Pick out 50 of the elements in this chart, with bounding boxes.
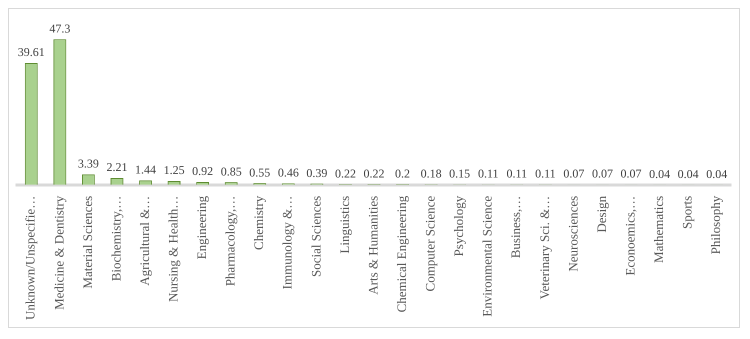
- x-tick-label: Medicine & Dentistry: [51, 195, 66, 310]
- data-label: 0.2: [395, 166, 410, 180]
- x-tick-label: Design: [594, 195, 609, 233]
- x-tick-label: Chemical Engineering: [394, 195, 409, 312]
- data-label: 47.3: [49, 21, 70, 36]
- x-tick-label: Veterinary Sci. &…: [536, 196, 552, 300]
- x-tick-label: Mathematics: [651, 196, 666, 263]
- data-label: 2.21: [106, 160, 128, 174]
- data-label: 0.07: [563, 166, 584, 181]
- data-label: 0.07: [592, 166, 613, 181]
- x-tick-label: Engineering: [194, 195, 210, 260]
- data-label: 0.22: [334, 166, 356, 180]
- x-tick-label: Linguistics: [336, 196, 352, 254]
- x-tick-label: Computer Science: [422, 196, 438, 292]
- x-tick-label: Business,…: [508, 196, 524, 258]
- x-tick-label: Pharmacology,…: [222, 196, 238, 286]
- data-label: 0.39: [306, 166, 328, 180]
- data-label: 0.85: [220, 164, 242, 178]
- data-label: 0.11: [535, 166, 556, 181]
- x-tick-label: Immunology &…: [280, 196, 295, 290]
- x-tick-label: Philosophy: [708, 195, 724, 254]
- data-label: 0.11: [506, 166, 528, 181]
- data-label: 0.07: [620, 166, 642, 181]
- x-tick-label: Material Sciences: [80, 196, 95, 289]
- data-label: 1.44: [135, 162, 156, 177]
- data-label: 0.22: [364, 166, 384, 180]
- data-label: 3.39: [78, 156, 99, 171]
- x-tick-label: Econoemics,…: [622, 196, 638, 276]
- data-label: 1.25: [164, 163, 185, 178]
- data-label: 0.04: [706, 166, 728, 181]
- data-label: 0.46: [278, 166, 299, 180]
- data-label: 0.92: [192, 164, 214, 178]
- x-tick-label: Sports: [680, 196, 695, 230]
- data-label: 0.04: [678, 166, 699, 181]
- x-tick-label: Unknown/Unspecifie…: [22, 196, 38, 320]
- data-label: 0.04: [649, 166, 670, 181]
- data-label: 0.55: [249, 165, 270, 180]
- x-tick-label: Biochemistry,…: [108, 196, 124, 282]
- x-tick-label: Psychology: [451, 195, 466, 256]
- data-label: 39.61: [18, 45, 45, 60]
- x-tick-label: Environmental Science: [480, 196, 495, 317]
- x-tick-label: Neurosciences: [565, 196, 580, 272]
- data-label: 0.11: [478, 166, 499, 181]
- x-tick-label: Arts & Humanities: [365, 196, 380, 295]
- data-label: 0.15: [449, 166, 470, 180]
- data-label: 0.18: [420, 166, 442, 180]
- x-tick-label: Nursing & Health…: [166, 196, 180, 302]
- x-tick-label: Agricultural &…: [136, 196, 152, 286]
- x-tick-label: Social Sciences: [308, 196, 324, 278]
- x-tick-label: Chemistry: [251, 195, 266, 250]
